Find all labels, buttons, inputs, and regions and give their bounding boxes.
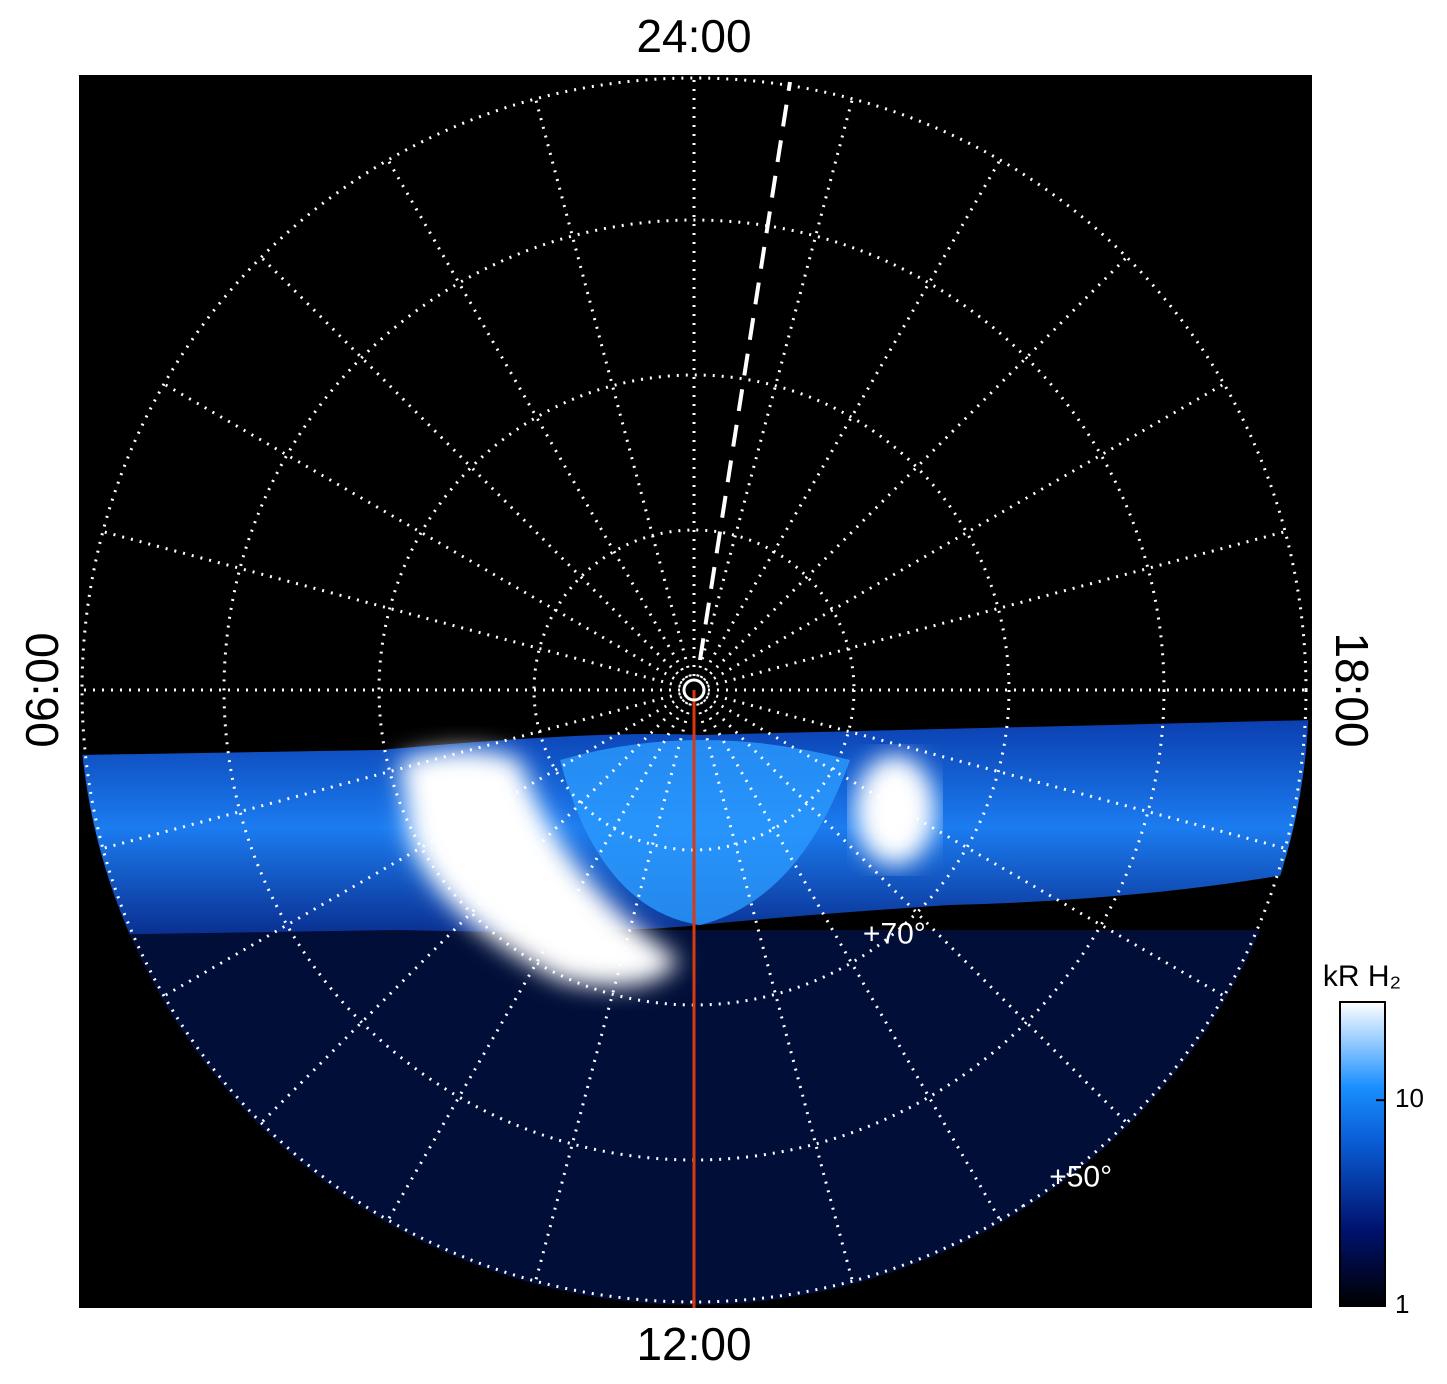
meridian	[702, 698, 1128, 1124]
meridian	[696, 98, 854, 677]
colorbar-label: kR H₂	[1323, 960, 1401, 993]
meridian	[163, 382, 683, 685]
meridian	[534, 703, 692, 1282]
pole-marker	[682, 678, 706, 702]
meridian	[696, 703, 854, 1282]
meridian	[699, 159, 1002, 679]
meridian	[702, 256, 1128, 682]
local-time-label: 12:00	[636, 1318, 751, 1370]
meridian	[707, 692, 1286, 850]
bright-spot	[855, 755, 935, 865]
meridian	[102, 692, 681, 850]
local-time-label: 06:00	[16, 632, 68, 747]
meridian	[386, 159, 689, 679]
local-time-label: 18:00	[1326, 632, 1378, 747]
meridian	[705, 695, 1225, 998]
colorbar-tick-label: 1	[1395, 1289, 1409, 1319]
latitude-label: +50°	[1049, 1160, 1112, 1193]
meridian	[707, 530, 1286, 688]
meridian	[163, 695, 683, 998]
colorbar	[1339, 1001, 1386, 1307]
bright-spot	[400, 750, 680, 987]
colorbar-tick-label: 10	[1395, 1083, 1424, 1113]
local-time-label: 24:00	[636, 10, 751, 62]
auroral-core	[560, 740, 850, 925]
dashed-meridian	[698, 81, 792, 661]
meridian	[386, 701, 689, 1221]
meridian	[260, 698, 686, 1124]
meridian	[260, 256, 686, 682]
meridian	[705, 382, 1225, 685]
meridian	[102, 530, 681, 688]
latitude-label: +70°	[863, 918, 926, 951]
meridian	[699, 701, 1002, 1221]
meridian	[534, 98, 692, 677]
